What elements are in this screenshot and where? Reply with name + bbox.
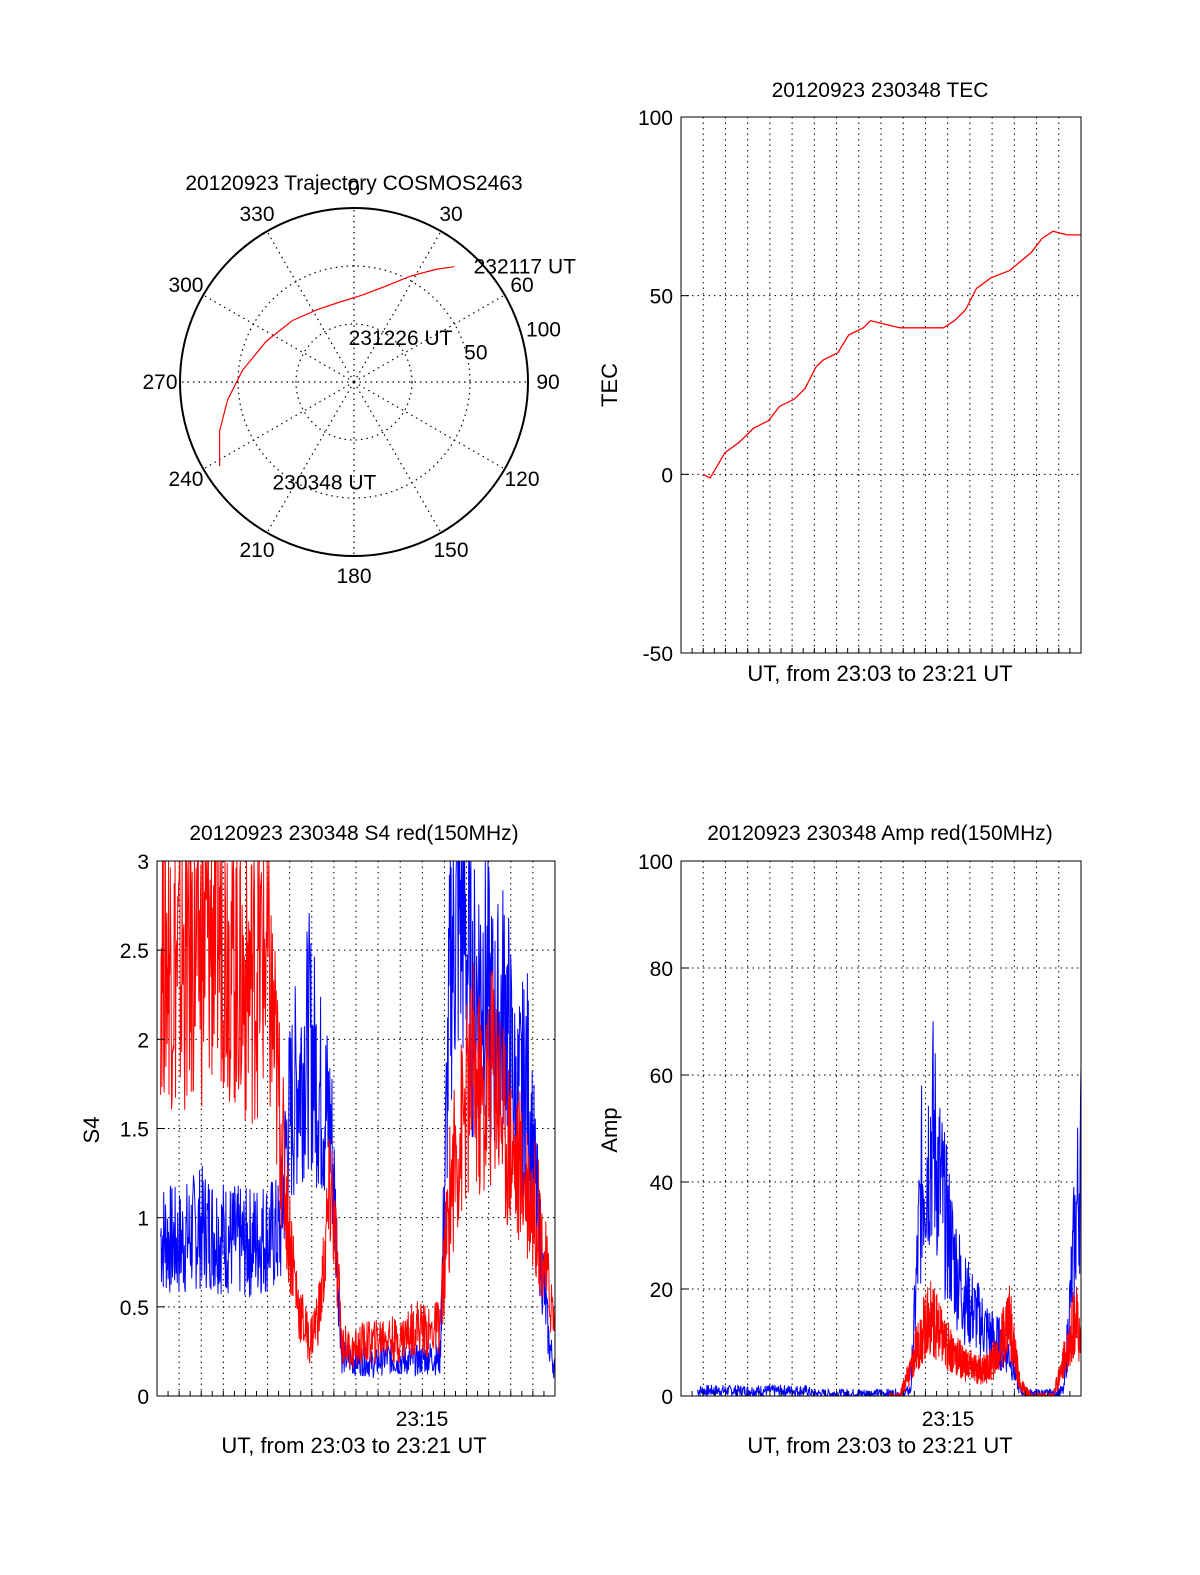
tec-ylabel: TEC — [597, 363, 622, 407]
polar-azimuth-label: 30 — [439, 203, 462, 226]
amp-y-tick-label: 100 — [638, 851, 673, 874]
s4-xlabel: UT, from 23:03 to 23:21 UT — [221, 1433, 486, 1458]
polar-title: 20120923 Trajectory COSMOS2463 — [185, 172, 522, 195]
amp-xlabel: UT, from 23:03 to 23:21 UT — [747, 1433, 1012, 1458]
tec-y-tick-label: 0 — [661, 464, 673, 487]
polar-azimuth-label: 330 — [239, 203, 274, 226]
polar-azimuth-label: 60 — [510, 274, 533, 297]
tec-y-tick-label: -50 — [643, 643, 673, 666]
amp-series — [696, 1021, 1082, 1397]
polar-azimuth-label: 270 — [142, 371, 177, 394]
polar-grid — [180, 208, 528, 556]
polar-spoke — [266, 381, 355, 533]
tec-grid — [681, 117, 1081, 653]
polar-annotations: 232117 UT 231226 UT 230348 UT 50 100 — [272, 256, 576, 495]
tec-y-tick-label: 100 — [638, 107, 673, 130]
polar-azimuth-label: 240 — [168, 468, 203, 491]
amp-y-tick-label: 40 — [650, 1172, 673, 1195]
s4-ylabel: S4 — [79, 1117, 104, 1144]
polar-azimuth-label: 0 — [348, 177, 360, 200]
s4-title: 20120923 230348 S4 red(150MHz) — [189, 822, 518, 845]
amp-x-tick-label: 23:15 — [922, 1408, 975, 1431]
tec-y-tick-label: 50 — [650, 286, 673, 309]
s4-series — [160, 860, 556, 1379]
amp-title: 20120923 230348 Amp red(150MHz) — [707, 822, 1053, 845]
amp-y-tick-label: 20 — [650, 1279, 673, 1302]
polar-spoke — [203, 381, 355, 470]
polar-azimuth-label: 150 — [433, 539, 468, 562]
polar-annotation: 50 — [464, 341, 487, 364]
polar-azimuth-label: 90 — [536, 371, 559, 394]
tec-series — [702, 230, 1081, 479]
polar-trajectory-line — [219, 266, 455, 466]
s4-x-tick-label: 23:15 — [396, 1408, 449, 1431]
s4-panel: 20120923 230348 S4 red(150MHz) 0 0.5 1 1.5 2… — [79, 822, 556, 1458]
polar-azimuth-label: 180 — [336, 565, 371, 588]
amp-ylabel: Amp — [597, 1107, 622, 1152]
polar-annotation: 100 — [526, 318, 561, 341]
s4-y-tick-label: 1 — [137, 1208, 149, 1231]
tec-plot-frame — [680, 116, 1082, 654]
polar-azimuth-label: 300 — [168, 274, 203, 297]
polar-spoke — [353, 381, 442, 533]
s4-y-tick-label: 0.5 — [120, 1297, 149, 1320]
s4-y-tick-labels: 0 0.5 1 1.5 2 2.5 3 — [120, 851, 556, 1409]
amp-panel: 20120923 230348 Amp red(150MHz) 0 20 40 60 8… — [597, 822, 1082, 1458]
tec-panel: 20120923 230348 TEC -50 0 50 100 UT, from 2… — [597, 79, 1082, 686]
polar-outer-ring — [179, 207, 529, 557]
amp-grid — [681, 861, 1081, 1396]
s4-y-tick-label: 0 — [137, 1386, 149, 1409]
tec-y-tick-labels: -50 0 50 100 — [638, 107, 1082, 666]
polar-panel: 20120923 Trajectory COSMOS2463 0 30 60 90 12… — [142, 172, 576, 588]
s4-series-line — [160, 860, 556, 1379]
polar-ring — [237, 265, 471, 499]
s4-series-line — [160, 860, 556, 1369]
amp-y-tick-label: 60 — [650, 1065, 673, 1088]
tec-series-line — [702, 230, 1081, 479]
polar-spoke — [353, 231, 442, 383]
tec-title: 20120923 230348 TEC — [772, 79, 989, 102]
polar-annotation: 231226 UT — [349, 327, 453, 350]
polar-azimuth-label: 210 — [239, 539, 274, 562]
s4-y-tick-label: 2 — [137, 1029, 149, 1052]
polar-annotation: 232117 UT — [474, 256, 577, 279]
amp-y-tick-label: 80 — [650, 958, 673, 981]
s4-y-tick-label: 1.5 — [120, 1119, 149, 1142]
polar-ring — [295, 323, 413, 441]
polar-annotation: 230348 UT — [272, 472, 376, 495]
polar-spoke — [203, 294, 355, 383]
tec-xlabel: UT, from 23:03 to 23:21 UT — [747, 661, 1012, 686]
s4-y-tick-label: 3 — [137, 851, 149, 874]
polar-azimuth-label: 120 — [504, 468, 539, 491]
s4-y-tick-label: 2.5 — [120, 940, 149, 963]
amp-series-line — [888, 1281, 1082, 1397]
amp-y-tick-label: 0 — [661, 1386, 673, 1409]
polar-spoke — [353, 381, 505, 470]
amp-plot-frame — [680, 860, 1082, 1397]
amp-y-tick-labels: 0 20 40 60 80 100 — [638, 851, 1082, 1409]
polar-azimuth-labels: 0 30 60 90 120 150 180 210 240 270 300 330 — [142, 177, 559, 588]
polar-spoke — [266, 231, 355, 383]
amp-series-line — [696, 1021, 1082, 1397]
polar-series — [219, 266, 455, 466]
polar-spoke — [353, 294, 505, 383]
